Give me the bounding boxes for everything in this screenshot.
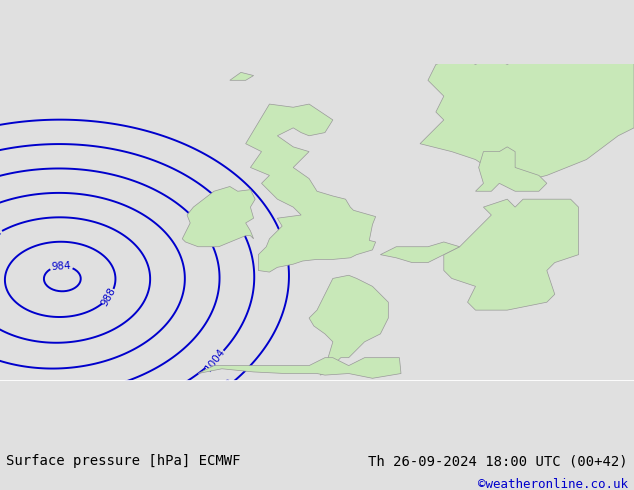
Polygon shape [183, 187, 255, 247]
Polygon shape [230, 73, 254, 80]
Text: 1004: 1004 [203, 346, 227, 373]
Text: Surface pressure [hPa] ECMWF: Surface pressure [hPa] ECMWF [6, 454, 241, 468]
Polygon shape [380, 242, 460, 263]
Polygon shape [476, 147, 547, 191]
Text: 992: 992 [0, 226, 4, 247]
Polygon shape [420, 25, 634, 183]
Text: ©weatheronline.co.uk: ©weatheronline.co.uk [477, 478, 628, 490]
Text: 988: 988 [100, 286, 118, 308]
Polygon shape [246, 104, 375, 272]
Text: 984: 984 [51, 261, 72, 272]
Text: 1008: 1008 [211, 376, 236, 402]
Polygon shape [198, 358, 401, 378]
Polygon shape [309, 275, 388, 375]
Polygon shape [444, 199, 579, 310]
Text: Th 26-09-2024 18:00 UTC (00+42): Th 26-09-2024 18:00 UTC (00+42) [368, 454, 628, 468]
